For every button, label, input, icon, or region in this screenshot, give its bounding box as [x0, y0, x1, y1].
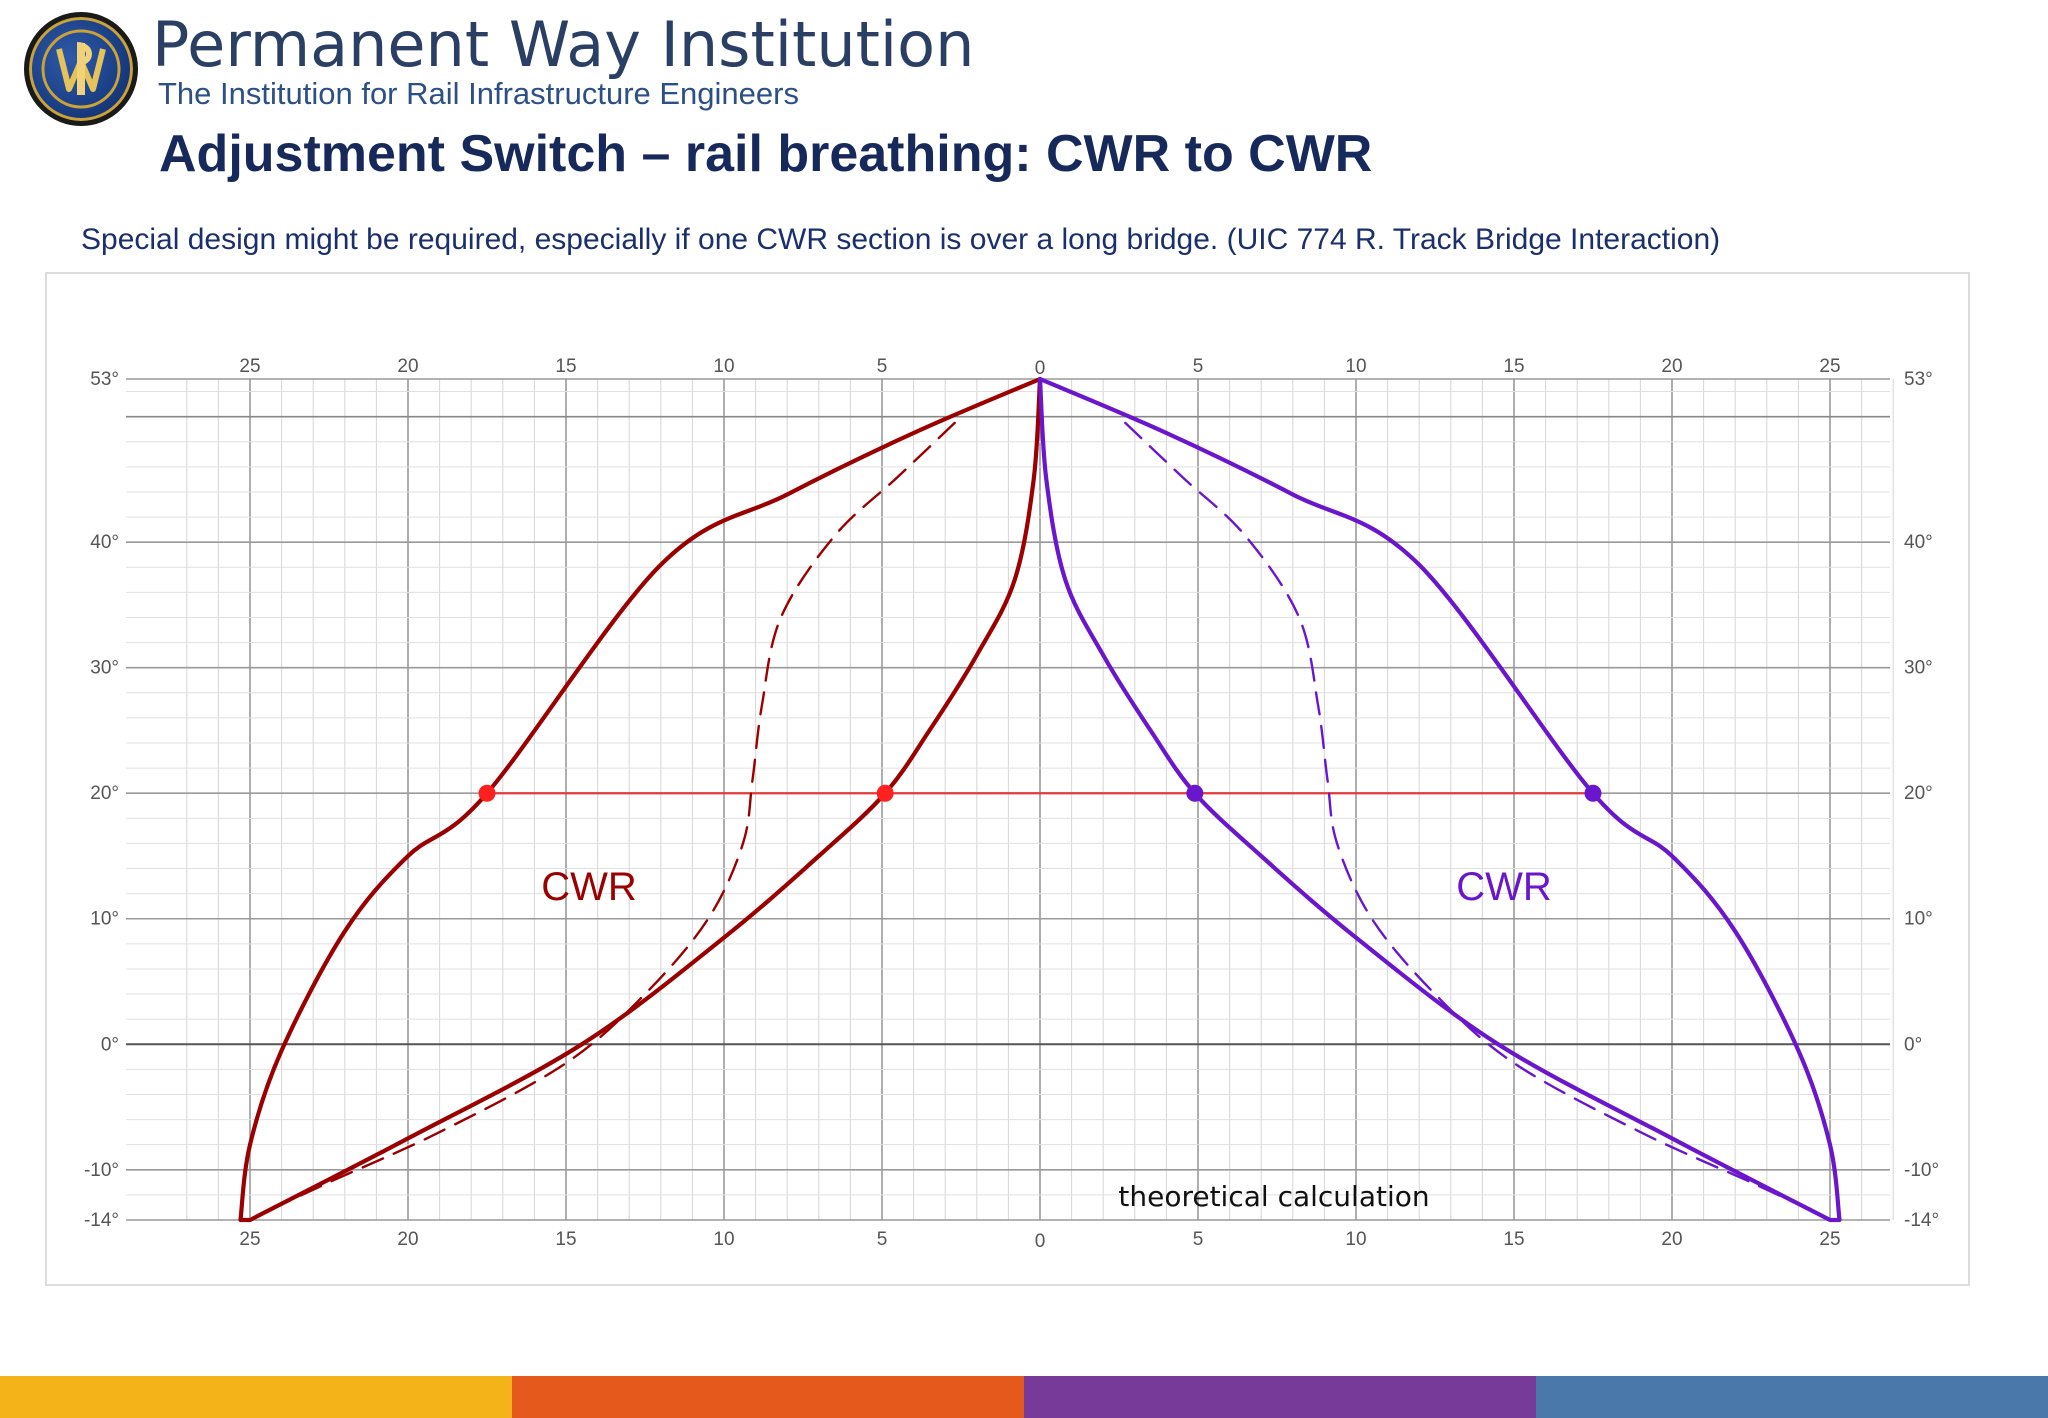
- reference-point-right: [1186, 784, 1204, 802]
- pwi-logo: [24, 12, 138, 126]
- org-name: Permanent Way Institution: [152, 8, 975, 81]
- x-tick-label-right: 5: [1193, 356, 1204, 377]
- y-tick-label-left: 10°: [90, 909, 119, 930]
- left-inner-envelope-line: [247, 376, 1043, 1223]
- theoretical-calculation-annotation: theoretical calculation: [1118, 1180, 1429, 1213]
- right-theoretical-curve-line: [1124, 421, 1822, 1217]
- y-tick-label-right: 0°: [1904, 1034, 1922, 1055]
- y-tick-label-left: -10°: [84, 1160, 119, 1181]
- x-tick-label-left: 25: [239, 1229, 260, 1250]
- reference-point-left: [876, 784, 894, 802]
- y-tick-label-right: -14°: [1904, 1210, 1939, 1231]
- y-tick-label-right: 30°: [1904, 658, 1933, 679]
- footer-bar-purple: [1024, 1376, 1536, 1418]
- left-outer-envelope-line: [238, 376, 1043, 1223]
- rail-breathing-chart: 53° 53° 40° 40° 30° 30° 20° 20° 10° 10° 0° 0° -10° -1…: [84, 356, 1939, 1252]
- x-tick-label-left: 5: [877, 1229, 888, 1250]
- x-tick-label-left: 5: [877, 356, 888, 377]
- axis-labels: 53° 53° 40° 40° 30° 30° 20° 20° 10° 10° 0° 0° -10° -1…: [84, 356, 1939, 1252]
- x-tick-label-right: 15: [1503, 1229, 1524, 1250]
- footer-color-bar: [0, 1376, 2048, 1418]
- y-tick-label-left: 53°: [90, 369, 119, 390]
- x-tick-label-left: 20: [397, 1229, 418, 1250]
- x-tick-label-right: 25: [1819, 1229, 1840, 1250]
- y-tick-label-right: 20°: [1904, 783, 1933, 804]
- x-tick-label-right: 15: [1503, 356, 1524, 377]
- y-tick-label-left: 20°: [90, 783, 119, 804]
- x-tick-label-left: 15: [555, 356, 576, 377]
- y-tick-label-left: 0°: [101, 1034, 119, 1055]
- x-tick-label-left: 10: [713, 1229, 734, 1250]
- x-tick-label-center: 0: [1035, 358, 1046, 379]
- y-tick-label-left: -14°: [84, 1210, 119, 1231]
- x-tick-label-right: 20: [1661, 356, 1682, 377]
- y-tick-label-right: 10°: [1904, 909, 1933, 930]
- reference-point-right: [1584, 784, 1602, 802]
- cwr-left-label: CWR: [541, 865, 637, 909]
- x-tick-label-left: 25: [239, 356, 260, 377]
- right-outer-envelope-line: [1037, 376, 1842, 1223]
- x-tick-label-right: 20: [1661, 1229, 1682, 1250]
- y-tick-label-right: -10°: [1904, 1160, 1939, 1181]
- chart-frame: 53° 53° 40° 40° 30° 30° 20° 20° 10° 10° 0° 0° -10° -1…: [45, 272, 1970, 1286]
- y-tick-label-right: 53°: [1904, 369, 1933, 390]
- left-theoretical-curve-line: [258, 421, 956, 1217]
- pwi-monogram-icon: [41, 29, 121, 109]
- x-tick-label-right: 25: [1819, 356, 1840, 377]
- footer-bar-blue: [1536, 1376, 2048, 1418]
- slide-subtitle: Special design might be required, especi…: [81, 223, 1721, 256]
- slide-title: Adjustment Switch – rail breathing: CWR …: [159, 125, 1373, 183]
- reference-markers: [478, 784, 1602, 802]
- reference-point-left: [478, 784, 496, 802]
- footer-bar-orange: [512, 1376, 1024, 1418]
- x-tick-label-left: 10: [713, 356, 734, 377]
- x-tick-label-left: 15: [555, 1229, 576, 1250]
- x-tick-label-right: 10: [1345, 356, 1366, 377]
- x-tick-label-left: 20: [397, 356, 418, 377]
- org-subtitle: The Institution for Rail Infrastructure …: [158, 76, 799, 111]
- x-tick-label-center: 0: [1035, 1231, 1046, 1252]
- y-tick-label-left: 30°: [90, 658, 119, 679]
- footer-bar-yellow: [0, 1376, 512, 1418]
- chart-grid: [126, 378, 1894, 1221]
- x-tick-label-right: 10: [1345, 1229, 1366, 1250]
- y-tick-label-left: 40°: [90, 532, 119, 553]
- cwr-right-label: CWR: [1456, 865, 1552, 909]
- x-tick-label-right: 5: [1193, 1229, 1204, 1250]
- y-tick-label-right: 40°: [1904, 532, 1933, 553]
- right-inner-envelope-line: [1037, 376, 1833, 1223]
